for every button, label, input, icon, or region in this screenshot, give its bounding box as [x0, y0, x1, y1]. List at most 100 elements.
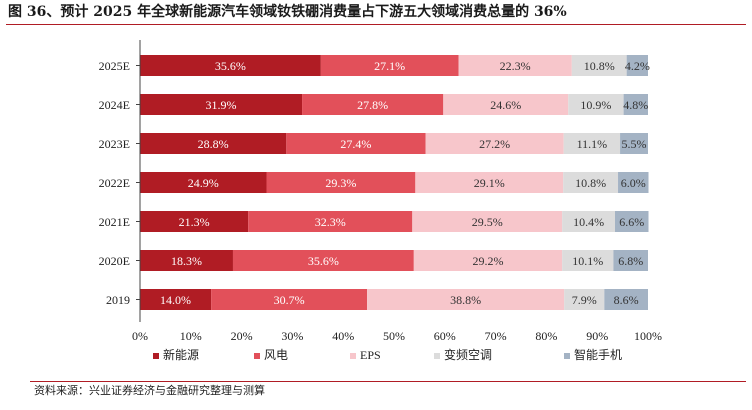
bar-segment-4-2022E: [563, 172, 619, 193]
data-label: 11.1%: [577, 137, 608, 151]
source-note: 资料来源：兴业证券经济与金融研究整理与测算: [34, 384, 265, 397]
bar-segment-5-2019: [604, 289, 648, 310]
legend-label: 风电: [264, 348, 288, 362]
bar-segment-3-2019: [367, 289, 565, 310]
x-tick-label: 100%: [634, 329, 662, 343]
data-label: 24.6%: [490, 98, 521, 112]
bar-segment-1-2023E: [140, 133, 287, 154]
bar-segment-3-2025E: [458, 55, 572, 76]
x-tick-label: 80%: [535, 329, 557, 343]
data-label: 29.5%: [472, 215, 503, 229]
data-label: 35.6%: [215, 59, 246, 73]
x-tick-label: 50%: [383, 329, 405, 343]
data-label: 31.9%: [206, 98, 237, 112]
y-tick-label: 2025E: [99, 59, 130, 73]
bar-segment-3-2024E: [443, 94, 569, 115]
data-label: 4.2%: [625, 59, 650, 73]
data-label: 27.4%: [340, 137, 371, 151]
data-label: 27.1%: [374, 59, 405, 73]
bar-segment-2-2023E: [286, 133, 426, 154]
x-tick-label: 40%: [332, 329, 354, 343]
data-label: 5.5%: [622, 137, 647, 151]
bar-segment-2-2020E: [232, 250, 414, 271]
bar-segment-3-2022E: [415, 172, 564, 193]
data-label: 38.8%: [450, 293, 481, 307]
bar-segment-5-2023E: [620, 133, 648, 154]
legend-label: 变频空调: [444, 347, 492, 362]
x-tick-label: 70%: [485, 329, 507, 343]
data-label: 10.1%: [572, 254, 603, 268]
bar-segment-5-2021E: [614, 211, 649, 232]
y-tick-label: 2022E: [99, 176, 130, 190]
data-label: 28.8%: [198, 137, 229, 151]
y-tick-label: 2019: [106, 293, 130, 307]
data-label: 10.8%: [584, 59, 615, 73]
bar-segment-5-2022E: [618, 172, 649, 193]
stacked-bar-chart: 35.6% 27.1% 22.3% 10.8% 4.2% 31.9% 27.8% 24.6% 1…: [99, 40, 662, 362]
bar-segment-1-2021E: [140, 211, 249, 232]
bar-segment-5-2024E: [623, 94, 648, 115]
bar-segment-4-2021E: [562, 211, 615, 232]
legend-label: 新能源: [163, 347, 199, 362]
x-tick-label: 30%: [281, 329, 303, 343]
bar-segment-3-2020E: [413, 250, 563, 271]
data-label: 35.6%: [308, 254, 339, 268]
legend-swatch: [434, 353, 440, 359]
bar-segment-5-2025E: [626, 55, 648, 76]
y-tick-label: 2023E: [99, 137, 130, 151]
data-label: 24.9%: [188, 176, 219, 190]
bar-segment-1-2022E: [140, 172, 267, 193]
y-tick-label: 2020E: [99, 254, 130, 268]
data-label: 8.6%: [614, 293, 639, 307]
bar-segment-3-2021E: [412, 211, 563, 232]
bar-segment-2-2025E: [320, 55, 459, 76]
data-label: 6.0%: [621, 176, 646, 190]
title-rule: [6, 24, 746, 25]
legend-label: 智能手机: [574, 347, 622, 362]
legend-swatch: [153, 353, 159, 359]
footer-rule: [30, 381, 746, 382]
bar-segment-2-2021E: [248, 211, 413, 232]
data-label: 4.8%: [623, 98, 648, 112]
data-label: 6.8%: [618, 254, 643, 268]
data-label: 29.3%: [325, 176, 356, 190]
y-tick-label: 2024E: [99, 98, 130, 112]
y-tick-label: 2021E: [99, 215, 130, 229]
x-tick-label: 90%: [586, 329, 608, 343]
data-label: 21.3%: [179, 215, 210, 229]
bar-segment-1-2019: [140, 289, 212, 310]
data-label: 27.2%: [479, 137, 510, 151]
bar-segment-3-2023E: [425, 133, 564, 154]
data-label: 14.0%: [160, 293, 191, 307]
legend-swatch: [254, 353, 260, 359]
data-label: 32.3%: [315, 215, 346, 229]
x-tick-label: 20%: [231, 329, 253, 343]
data-label: 7.9%: [572, 293, 597, 307]
bar-segment-4-2023E: [563, 133, 621, 154]
bar-segment-2-2024E: [302, 94, 444, 115]
bar-segment-1-2020E: [140, 250, 233, 271]
data-label: 30.7%: [274, 293, 305, 307]
data-label: 27.8%: [357, 98, 388, 112]
legend-swatch: [564, 353, 570, 359]
data-label: 22.3%: [500, 59, 531, 73]
data-label: 29.2%: [472, 254, 503, 268]
data-label: 10.4%: [573, 215, 604, 229]
bar-segment-2-2022E: [266, 172, 416, 193]
x-tick-label: 60%: [434, 329, 456, 343]
bar-segment-4-2025E: [571, 55, 627, 76]
bar-segment-1-2025E: [140, 55, 321, 76]
bar-segment-2-2019: [211, 289, 368, 310]
bar-segment-5-2020E: [613, 250, 648, 271]
x-tick-label: 10%: [180, 329, 202, 343]
figure-title: 图 36、预计 2025 年全球新能源汽车领域钕铁硼消费量占下游五大领域消费总量…: [8, 4, 567, 20]
bar-segment-1-2024E: [140, 94, 303, 115]
data-label: 10.9%: [580, 98, 611, 112]
data-label: 6.6%: [619, 215, 644, 229]
legend-label: EPS: [360, 348, 381, 362]
data-label: 18.3%: [171, 254, 202, 268]
bar-segment-4-2020E: [562, 250, 614, 271]
bar-segment-4-2019: [564, 289, 605, 310]
legend-swatch: [350, 353, 356, 359]
data-label: 29.1%: [474, 176, 505, 190]
